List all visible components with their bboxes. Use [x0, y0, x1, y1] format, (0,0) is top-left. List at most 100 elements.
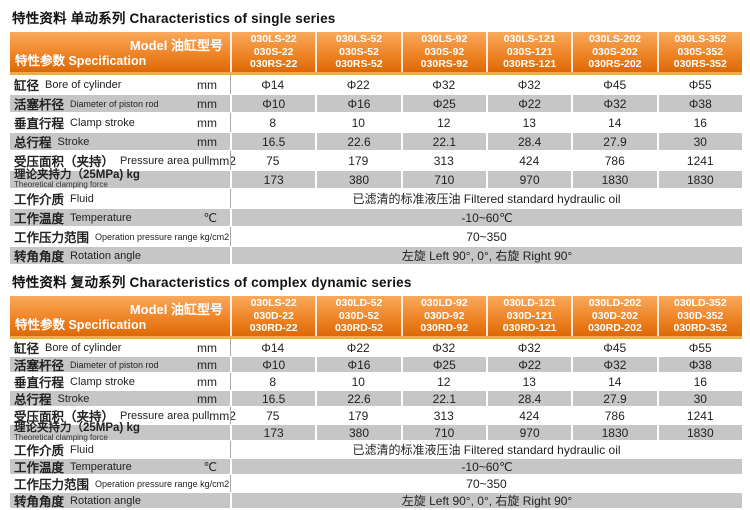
row-values: 173 380 710 970 1830 1830 [230, 170, 742, 189]
value-cell: 22.6 [315, 132, 400, 151]
model-code: 030RD-52 [335, 322, 383, 335]
row-label: 垂直行程 Clamp stroke mm [10, 113, 230, 132]
value-cell: 13 [485, 373, 572, 390]
value-cell: Φ14 [261, 77, 285, 92]
row-label-zh: 工作压力范围 [14, 478, 90, 492]
model-column-header: 030LS-22 030D-22 030RD-22 [230, 296, 315, 336]
spec-header-label: 特性参数 Specification [15, 318, 147, 332]
value-cell: Φ25 [400, 94, 486, 113]
model-code: 030RS-92 [420, 58, 468, 71]
row-label: 活塞杆径 Diameter of piston rod mm [10, 94, 230, 113]
model-code: 030LS-121 [503, 33, 556, 46]
value-cell: Φ32 [485, 339, 572, 356]
value-cell: 27.9 [571, 390, 656, 407]
model-code: 030LS-22 [250, 33, 297, 46]
row-unit: mm [197, 77, 217, 92]
row-label: 总行程 Stroke mm [10, 132, 230, 151]
row-label: 缸径 Bore of cylinder mm [10, 339, 230, 357]
model-code: 030RS-352 [673, 58, 727, 71]
value-cell: Φ16 [315, 356, 400, 373]
spec-header-cell: Model 油缸型号 特性参数 Specification [10, 296, 230, 336]
model-code: 030S-52 [339, 45, 379, 58]
row-label-zh: 理论夹持力（25MPa) kg [14, 421, 140, 434]
row-values: 70~350 [230, 475, 742, 492]
value-cell: Φ10 [262, 96, 286, 111]
value-cell: 313 [400, 151, 486, 170]
row-values: 左旋 Left 90°, 0°, 右旋 Right 90° [230, 246, 742, 265]
value-cell: 1241 [656, 407, 743, 424]
value-cell: 380 [315, 170, 400, 189]
value-cell: 22.1 [400, 132, 486, 151]
row-label-en: Rotation angle [70, 249, 141, 262]
value-cell: 16 [656, 113, 743, 132]
model-column-header: 030LS-22 030S-22 030RS-22 [230, 32, 315, 72]
model-code: 030D-352 [677, 309, 724, 322]
merged-value: -10~60℃ [461, 210, 513, 225]
row-values: 16.5 22.6 22.1 28.4 27.9 30 [230, 390, 742, 407]
row-label: 受压面积（夹持） Pressure area pull mm2 [10, 151, 236, 170]
row-label-zh: 总行程 [14, 393, 52, 407]
row-pressure-area: 受压面积（夹持） Pressure area pull mm2 75 179 313 424… [10, 407, 742, 424]
row-label: 缸径 Bore of cylinder mm [10, 75, 230, 94]
model-columns: 030LS-22 030D-22 030RD-22 030LD-52 030D-52 03… [230, 296, 742, 336]
row-label-zh: 活塞杆径 [14, 359, 65, 373]
row-label-en: Operation pressure range kg/cm2 [95, 478, 230, 489]
row-clamp-stroke: 垂直行程 Clamp stroke mm 8 10 12 13 14 16 [10, 113, 742, 132]
row-label: 工作压力范围 Operation pressure range kg/cm2 [10, 227, 230, 246]
row-values: 已滤清的标准液压油 Filtered standard hydraulic oi… [230, 441, 742, 458]
model-code: 030LD-202 [588, 297, 642, 310]
row-values: -10~60℃ [230, 208, 742, 227]
row-pressure-area: 受压面积（夹持） Pressure area pull mm2 75 179 313 424… [10, 151, 742, 170]
row-label-zh: 垂直行程 [14, 117, 65, 131]
row-bore: 缸径 Bore of cylinder mm Φ14 Φ22 Φ32 Φ32 Φ45 Φ55 [10, 75, 742, 94]
row-label-en: Temperature [70, 211, 132, 224]
value-cell: 13 [485, 113, 572, 132]
row-unit: ℃ [203, 459, 217, 474]
value-cell: Φ32 [571, 94, 656, 113]
value-cell: Φ32 [485, 75, 572, 94]
row-label-en: Diameter of piston rod [70, 98, 159, 109]
row-label-zh: 垂直行程 [14, 376, 65, 390]
row-unit: mm [197, 357, 217, 372]
model-header-label: Model 油缸型号 [129, 302, 223, 317]
row-unit: ℃ [203, 210, 217, 225]
row-label-en: Pressure area pull [120, 409, 210, 422]
row-unit: mm2 [209, 153, 236, 168]
value-cell: 16.5 [261, 134, 286, 149]
row-label-en: Operation pressure range kg/cm2 [95, 231, 230, 242]
value-cell: Φ45 [571, 339, 657, 356]
row-unit: mm [197, 115, 217, 130]
row-label-en: Rotation angle [70, 494, 141, 507]
row-label: 工作温度 Temperature ℃ [10, 458, 230, 476]
row-label-zh: 缸径 [14, 79, 40, 93]
value-cell: 1830 [656, 170, 742, 189]
value-cell: 10 [314, 113, 401, 132]
value-cell: 22.6 [315, 390, 400, 407]
row-values: Φ10 Φ16 Φ25 Φ22 Φ32 Φ38 [230, 356, 742, 373]
model-code: 030RS-202 [588, 58, 642, 71]
value-cell: 179 [314, 407, 401, 424]
row-label-sub: Theoretical clamping force [14, 179, 108, 189]
model-code: 030RD-202 [588, 322, 642, 335]
model-code: 030RD-121 [502, 322, 557, 335]
value-cell: 14 [571, 373, 657, 390]
row-label: 转角角度 Rotation angle [10, 492, 230, 510]
model-code: 030D-52 [338, 309, 380, 322]
row-label: 理论夹持力（25MPa) kg Theoretical clamping forc… [10, 421, 230, 442]
model-code: 030D-121 [506, 309, 553, 322]
model-code: 030S-202 [592, 45, 638, 58]
row-unit: mm [197, 374, 217, 389]
model-code: 030RD-92 [420, 322, 469, 335]
value-cell: Φ22 [314, 75, 401, 94]
row-label-zh: 受压面积（夹持） [14, 410, 115, 424]
value-cell: 424 [485, 407, 572, 424]
row-unit: mm [197, 96, 217, 111]
row-label-en: Diameter of piston rod [70, 359, 159, 370]
row-label-en: Clamp stroke [70, 116, 135, 129]
row-label-zh: 工作介质 [14, 444, 65, 458]
value-cell: 16 [656, 373, 743, 390]
value-cell: 14 [571, 113, 657, 132]
row-values: 8 10 12 13 14 16 [230, 113, 742, 132]
row-clamp-stroke: 垂直行程 Clamp stroke mm 8 10 12 13 14 16 [10, 373, 742, 390]
